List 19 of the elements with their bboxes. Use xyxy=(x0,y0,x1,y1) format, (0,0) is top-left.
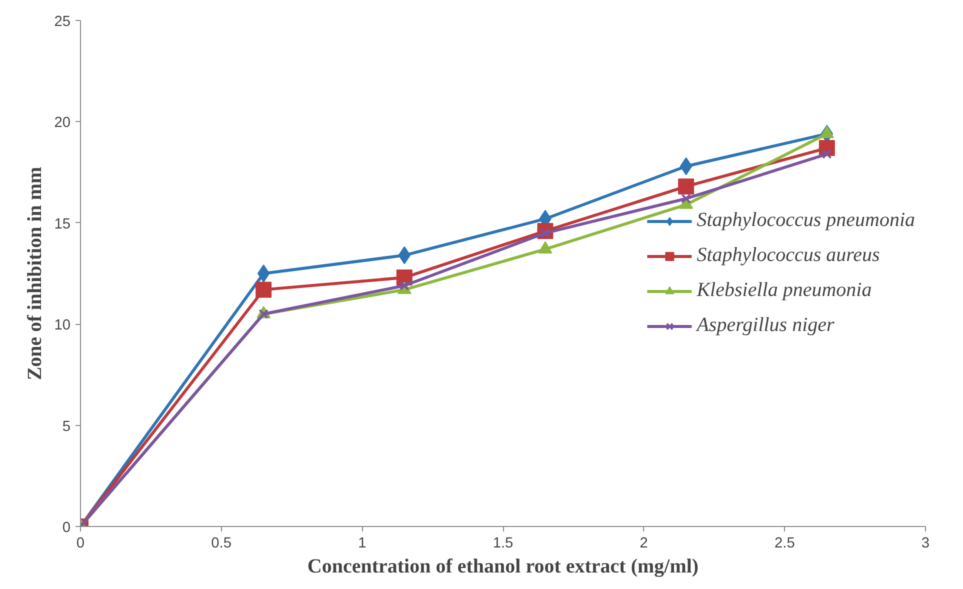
legend-label: Klebsiella pneumonia xyxy=(696,279,872,302)
y-tick-label: 5 xyxy=(62,418,71,435)
legend-label: Aspergillus niger xyxy=(696,314,834,337)
x-tick-label: 2.5 xyxy=(774,536,795,552)
x-tick-label: 0 xyxy=(76,536,85,552)
y-tick-label: 0 xyxy=(62,520,71,536)
y-tick-label: 10 xyxy=(54,318,71,334)
y-tick-label: 20 xyxy=(54,115,71,132)
x-tick-label: 1.5 xyxy=(492,536,514,552)
y-tick-label: 15 xyxy=(54,216,71,232)
y-axis-title: Zone of inhibition in mm xyxy=(24,166,46,380)
legend-label: Staphylococcus pneumonia xyxy=(696,209,915,232)
x-tick-label: 3 xyxy=(921,536,930,552)
x-tick-label: 2 xyxy=(640,536,648,552)
x-tick-label: 0.5 xyxy=(211,536,232,552)
y-tick-label: 25 xyxy=(54,14,71,30)
legend-label: Staphylococcus aureus xyxy=(696,244,880,267)
x-axis-title: Concentration of ethanol root extract (mg/ml) xyxy=(307,556,699,578)
x-tick-label: 1 xyxy=(358,536,366,552)
